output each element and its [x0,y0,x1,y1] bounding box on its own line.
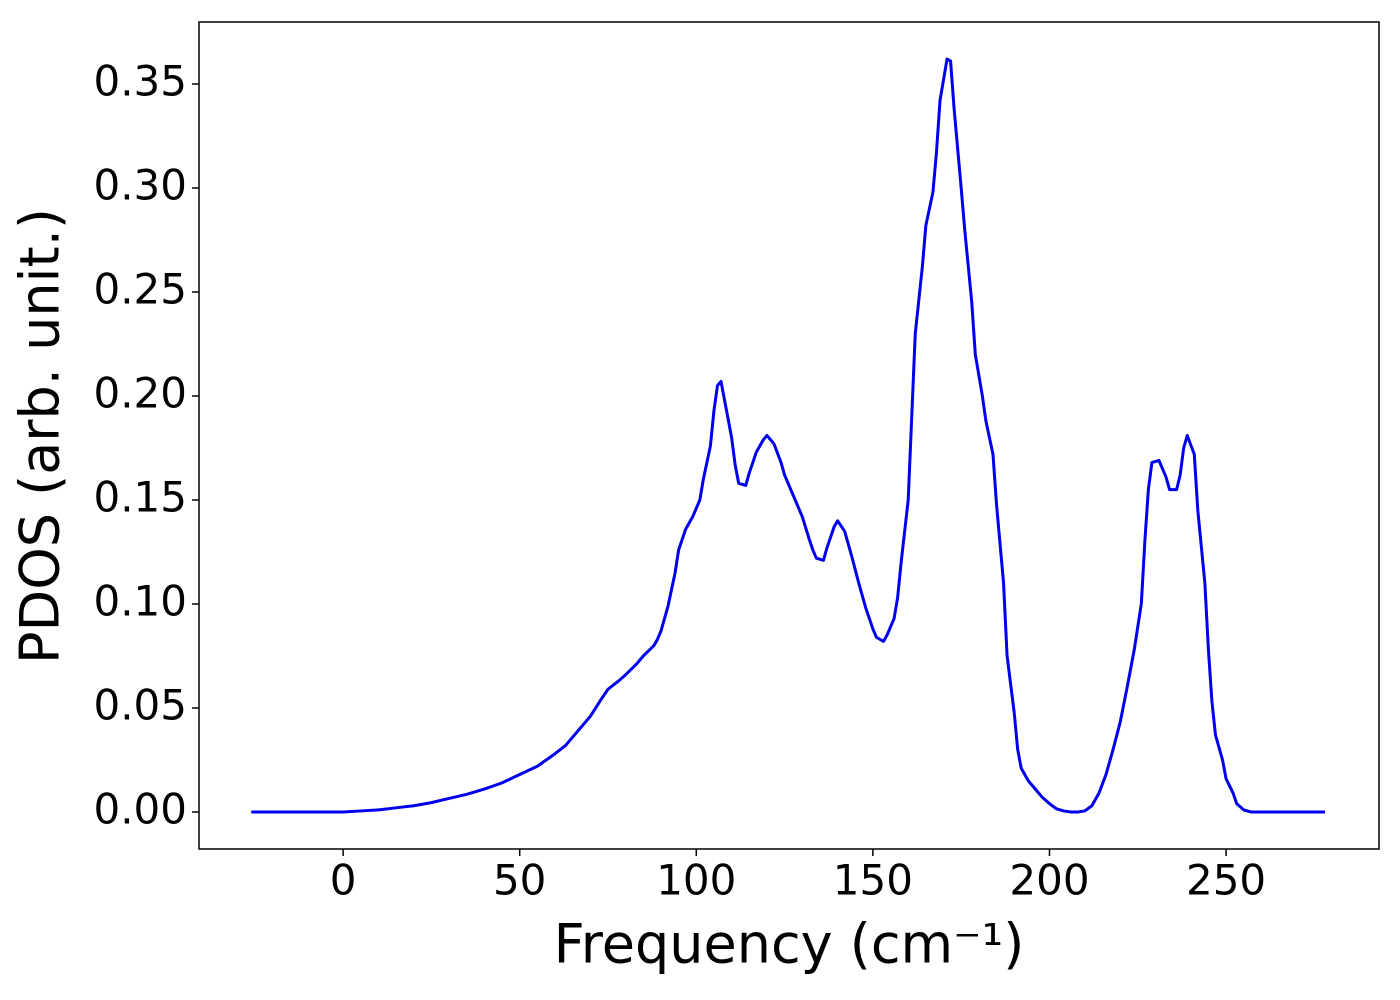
y-tick-label: 0.35 [93,56,187,105]
x-axis-label: Frequency (cm⁻¹) [554,913,1025,976]
data-line [251,57,1325,814]
x-tick-label: 150 [833,856,913,905]
x-tick-label: 50 [493,856,546,905]
y-tick-label: 0.00 [93,784,187,833]
x-tick-label: 100 [656,856,736,905]
y-tick-label: 0.15 [93,472,187,521]
y-tick-label: 0.30 [93,160,187,209]
y-tick-label: 0.10 [93,576,187,625]
y-axis-label: PDOS (arb. unit.) [9,208,72,664]
x-tick-label: 250 [1186,856,1266,905]
plot-frame [198,21,1380,850]
y-tick-label: 0.20 [93,368,187,417]
y-tick-label: 0.25 [93,264,187,313]
x-tick-label: 200 [1009,856,1089,905]
y-tick-label: 0.05 [93,680,187,729]
x-tick-label: 0 [330,856,357,905]
